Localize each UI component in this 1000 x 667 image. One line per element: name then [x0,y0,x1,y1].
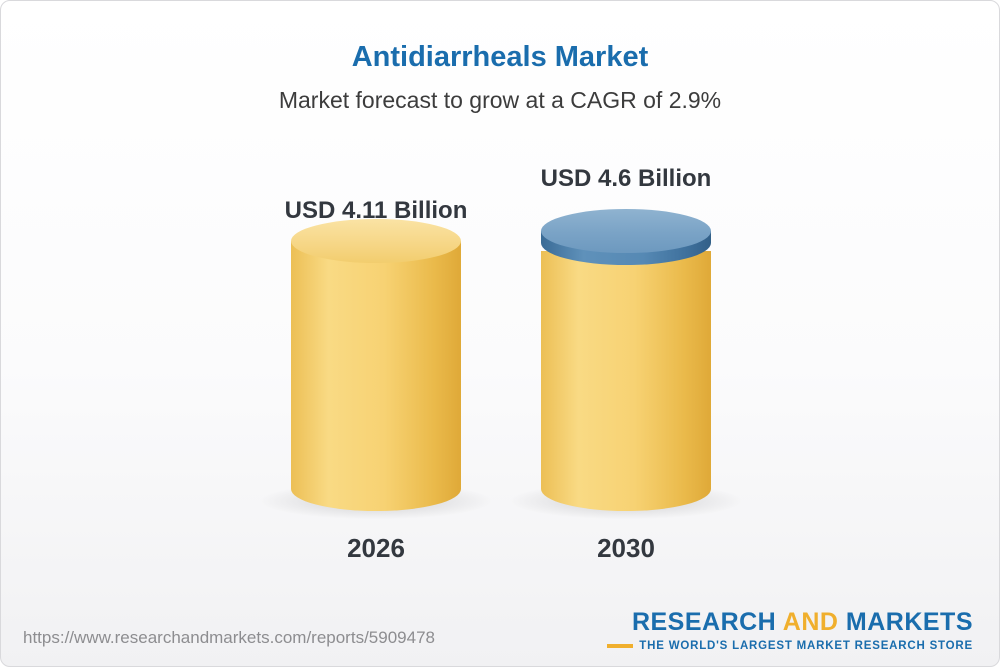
logo-wordmark: RESEARCH AND MARKETS [607,608,973,637]
chart-subtitle: Market forecast to grow at a CAGR of 2.9… [278,87,722,113]
logo-word-markets: MARKETS [845,608,973,636]
logo-word-research: RESEARCH [631,608,777,636]
logo-tagline-text: THE WORLD'S LARGEST MARKET RESEARCH STOR… [639,640,973,652]
bar-2026-year-label: 2026 [347,533,405,563]
chart-title: Antidiarrheals Market [351,41,649,73]
logo-word-and: AND [782,608,839,636]
logo-tagline-dash-icon [607,644,634,648]
bar-2030-value-label: USD 4.6 Billion [540,165,712,192]
report-url: https://www.researchandmarkets.com/repor… [23,628,435,647]
bar-2026-cylinder-top [291,219,461,263]
research-and-markets-logo: RESEARCH AND MARKETS THE WORLD'S LARGEST… [607,608,973,652]
bar-2026-cylinder-body [291,241,461,511]
bar-2030-growth-cap-top [541,209,711,253]
logo-tagline-row: THE WORLD'S LARGEST MARKET RESEARCH STOR… [607,640,973,652]
bar-2030-year-label: 2030 [597,533,655,563]
bar-2030-cylinder-body [541,251,711,511]
